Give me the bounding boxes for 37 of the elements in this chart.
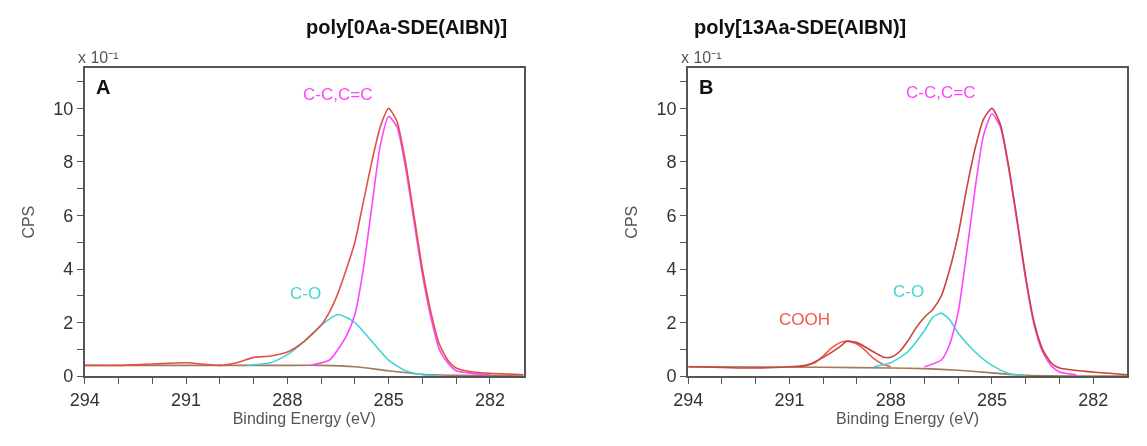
x-tick-label: 291 xyxy=(171,389,202,410)
x-tick-label: 282 xyxy=(474,389,505,410)
x-tick-label: 285 xyxy=(976,389,1007,410)
y-tick-label: 6 xyxy=(63,205,74,226)
x-tick-label: 288 xyxy=(875,389,906,410)
text: x 10⁻¹ xyxy=(681,49,722,66)
chart-title: poly[13Aa-SDE(AIBN)] xyxy=(694,16,907,38)
annotation: B xyxy=(699,76,714,98)
y-tick-label: 0 xyxy=(666,366,677,387)
y-axis-title: CPS xyxy=(622,205,640,239)
y-tick-label: 10 xyxy=(656,98,677,119)
y-tick-label: 4 xyxy=(63,259,74,280)
annotation: A xyxy=(96,76,111,98)
x-tick-label: 294 xyxy=(673,389,704,410)
text: x 10⁻¹ xyxy=(78,49,119,66)
x-tick-label: 291 xyxy=(774,389,805,410)
y-tick-label: 8 xyxy=(666,152,677,173)
y-tick-label: 2 xyxy=(666,312,677,333)
series-label: COOH xyxy=(779,310,830,329)
y-axis-title: CPS xyxy=(19,205,37,239)
x-axis-title: Binding Energy (eV) xyxy=(836,409,980,427)
x-tick-label: 285 xyxy=(373,389,404,410)
y-tick-label: 6 xyxy=(666,205,677,226)
x-tick-label: 282 xyxy=(1078,389,1109,410)
x-axis-title: Binding Energy (eV) xyxy=(232,409,376,427)
y-tick-label: 0 xyxy=(63,366,74,387)
series-label: C-O xyxy=(893,282,925,301)
chart-title: poly[0Aa-SDE(AIBN)] xyxy=(306,16,508,38)
y-tick-label: 4 xyxy=(666,259,677,280)
y-tick-label: 10 xyxy=(53,98,74,119)
series-label: C-O xyxy=(290,284,322,303)
x-tick-label: 294 xyxy=(69,389,100,410)
x-tick-label: 288 xyxy=(272,389,303,410)
series-label: C-C,C=C xyxy=(906,83,976,102)
series-label: C-C,C=C xyxy=(303,85,373,104)
y-tick-label: 2 xyxy=(63,312,74,333)
y-tick-label: 8 xyxy=(63,152,74,173)
